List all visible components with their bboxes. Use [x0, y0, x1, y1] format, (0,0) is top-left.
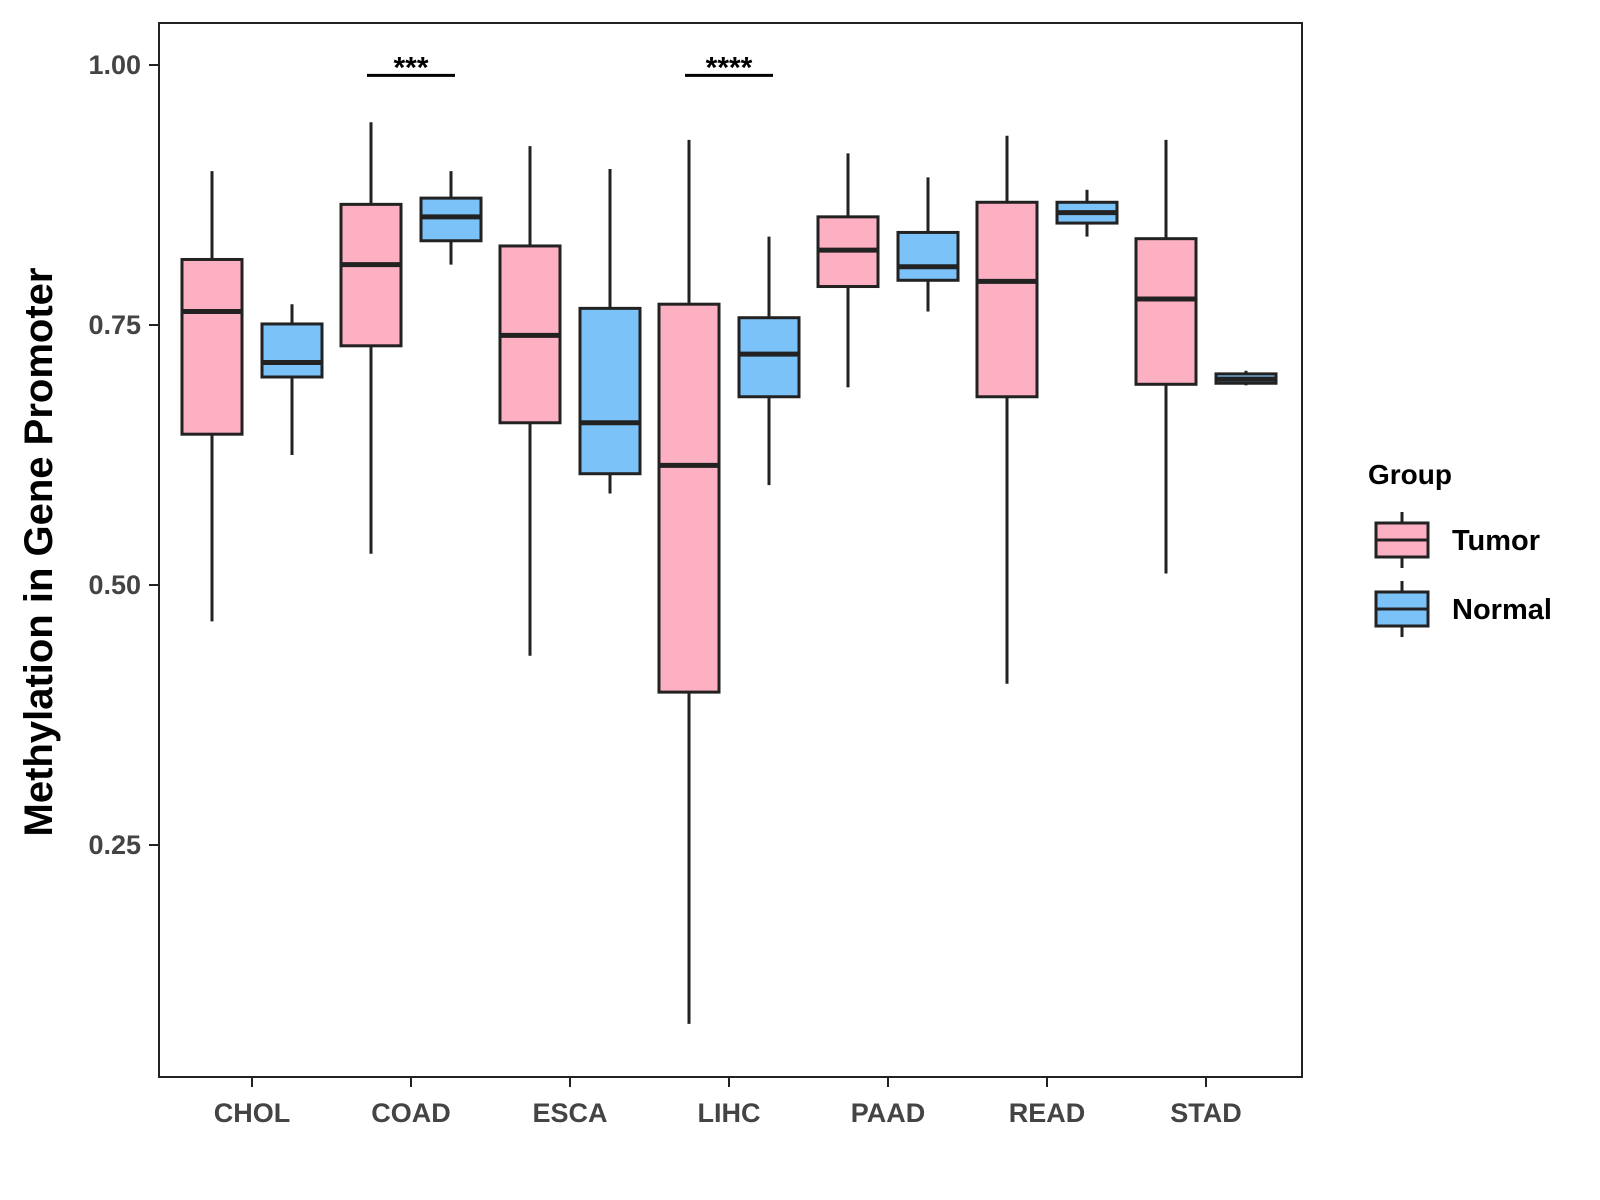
x-tick-label: COAD — [371, 1098, 451, 1128]
box-tumor-read — [975, 135, 1039, 684]
box-body — [657, 302, 721, 694]
box-normal-lihc — [737, 236, 801, 486]
significance-label: **** — [706, 51, 753, 84]
box-body — [896, 230, 960, 282]
x-tick-label: ESCA — [532, 1098, 607, 1128]
box-normal-coad — [419, 171, 483, 265]
box-body — [180, 257, 244, 436]
legend-label-normal: Normal — [1452, 594, 1552, 626]
y-tick-label: 0.25 — [88, 830, 141, 860]
box-body — [737, 316, 801, 399]
box-body — [339, 202, 403, 348]
box-tumor-paad — [816, 153, 880, 388]
x-tick-label: READ — [1009, 1098, 1086, 1128]
box-tumor-coad — [339, 122, 403, 554]
significance-label: *** — [393, 51, 428, 84]
y-tick-label: 0.75 — [88, 310, 141, 340]
box-tumor-esca — [498, 146, 562, 656]
y-tick-label: 1.00 — [88, 50, 141, 80]
box-body — [1134, 237, 1198, 386]
legend-key-normal — [1374, 581, 1430, 637]
legend-label-tumor: Tumor — [1452, 525, 1540, 557]
box-normal-esca — [578, 169, 642, 494]
box-normal-paad — [896, 177, 960, 312]
box-tumor-lihc — [657, 139, 721, 1024]
box-body — [260, 322, 324, 379]
y-axis: 0.25 0.50 0.75 1.00 — [88, 50, 159, 860]
box-body — [419, 196, 483, 243]
box-body — [975, 200, 1039, 399]
y-axis-title: Methylation in Gene Promoter — [17, 268, 61, 837]
box-normal-chol — [260, 304, 324, 455]
box-tumor-chol — [180, 171, 244, 622]
box-tumor-stad — [1134, 139, 1198, 574]
y-tick-label: 0.50 — [88, 570, 141, 600]
legend: Group Tumor Normal — [1368, 459, 1552, 637]
significance-annotations: *** **** — [367, 51, 773, 84]
box-body — [578, 306, 642, 476]
x-axis: CHOL COAD ESCA LIHC PAAD READ STAD — [214, 1077, 1242, 1128]
legend-title: Group — [1368, 459, 1452, 490]
x-tick-label: CHOL — [214, 1098, 291, 1128]
box-series — [180, 122, 1278, 1024]
x-tick-label: STAD — [1170, 1098, 1242, 1128]
x-tick-label: LIHC — [698, 1098, 761, 1128]
legend-key-tumor — [1374, 512, 1430, 568]
plot-panel — [158, 22, 1303, 1078]
box-normal-read — [1055, 189, 1119, 237]
box-normal-stad — [1214, 370, 1278, 386]
x-tick-label: PAAD — [851, 1098, 926, 1128]
